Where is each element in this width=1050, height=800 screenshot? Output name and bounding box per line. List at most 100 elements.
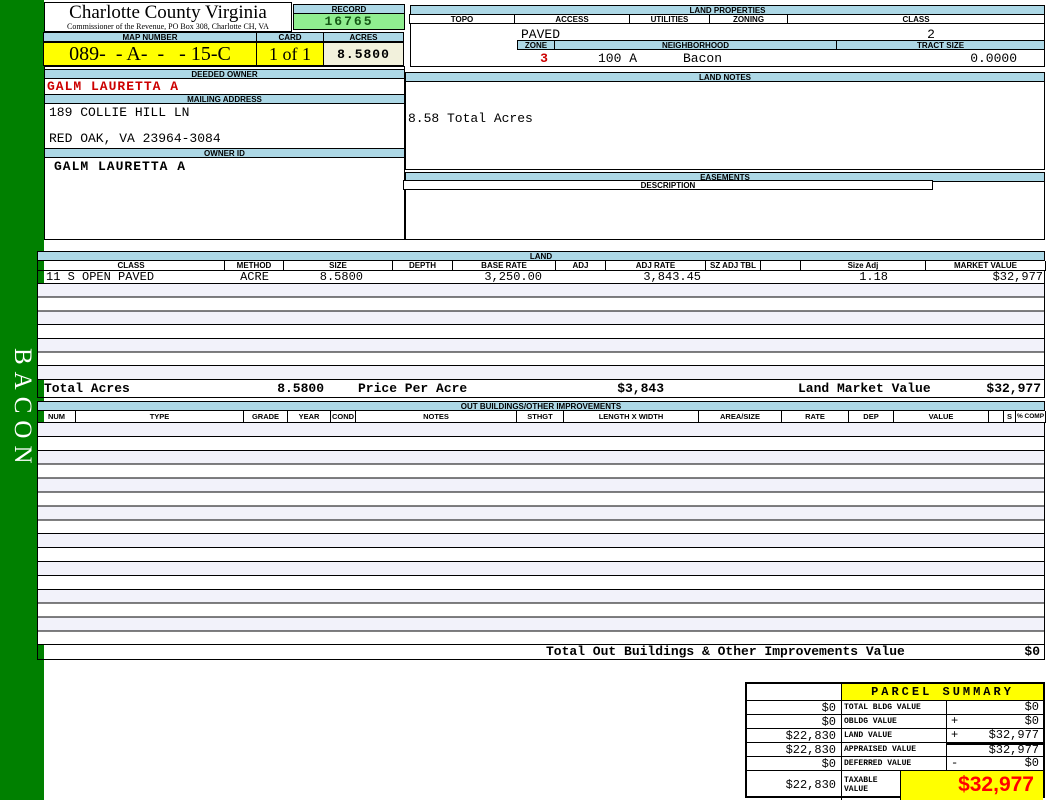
total-acres-label: Total Acres (44, 381, 130, 396)
zone-neighborhood-row: ZONE NEIGHBORHOOD TRACT SIZE (517, 40, 1045, 50)
deeded-owner-name: GALM LAURETTA A (47, 79, 180, 94)
ps-row-deferred: $0 DEFERRED VALUE - $0 (747, 757, 1043, 771)
ob-col-year: YEAR (288, 411, 331, 423)
map-number-value: 089- - A- - - 15-C (43, 42, 257, 66)
ps-label-obldg: OBLDG VALUE (841, 715, 946, 729)
ob-col-length-width: LENGTH X WIDTH (564, 411, 699, 423)
neighborhood-code: 100 A (598, 51, 638, 66)
land-section-title: LAND (37, 251, 1045, 261)
deeded-owner-label: DEEDED OWNER (44, 69, 405, 79)
ps-prior-taxable: $22,830 (785, 778, 836, 792)
ps-row-total-bldg: $0 TOTAL BLDG VALUE $0 (747, 701, 1043, 715)
ps-label-land: LAND VALUE (841, 729, 946, 743)
ps-prior-total-bldg: $0 (747, 701, 841, 715)
ps-value-deferred: - $0 (946, 757, 1043, 771)
record-value: 16765 (293, 14, 405, 30)
ps-prior-appraised: $22,830 (747, 743, 841, 757)
land-market-value: $32,977 (992, 271, 1043, 283)
map-number-label: MAP NUMBER (43, 32, 257, 42)
land-col-method: METHOD (225, 261, 284, 271)
land-blank-value (761, 271, 801, 283)
land-empty-rows (37, 284, 1045, 380)
access-value: PAVED (521, 27, 561, 42)
land-notes-title: LAND NOTES (405, 72, 1045, 82)
ob-col-type: TYPE (76, 411, 244, 423)
ob-col-rate: RATE (782, 411, 849, 423)
land-method-value: ACRE (240, 271, 269, 283)
ps-value-land: + $32,977 (946, 729, 1043, 743)
ps-amount-appraised: $32,977 (988, 743, 1039, 757)
land-col-sz-adj-tbl: SZ ADJ TBL (706, 261, 761, 271)
parcel-summary-header: PARCEL SUMMARY (747, 684, 1043, 701)
parcel-summary: PARCEL SUMMARY $0 TOTAL BLDG VALUE $0 $0… (745, 682, 1045, 800)
ps-value-obldg: + $0 (946, 715, 1043, 729)
land-note: 8.58 Total Acres (408, 111, 533, 126)
parcel-summary-title: PARCEL SUMMARY (841, 684, 1043, 701)
neighborhood-sidebar: BACON (0, 0, 44, 800)
ps-amount-land: $32,977 (988, 728, 1039, 742)
neighborhood-label: NEIGHBORHOOD (554, 40, 837, 50)
land-adj-rate-value: 3,843.45 (643, 271, 701, 283)
address-line1: 189 COLLIE HILL LN (49, 105, 190, 120)
commissioner-line: Commissioner of the Revenue, PO Box 308,… (67, 22, 269, 31)
ps-row-land: $22,830 LAND VALUE + $32,977 (747, 729, 1043, 743)
address-line2: RED OAK, VA 23964-3084 (49, 131, 221, 146)
ob-col-sthgt: STHGT (517, 411, 564, 423)
acres-value: 8.5800 (323, 42, 404, 66)
map-value-row: 089- - A- - - 15-C 1 of 1 8.5800 (43, 42, 405, 66)
land-base-rate-value: 3,250.00 (484, 271, 542, 283)
tract-size-label: TRACT SIZE (836, 40, 1045, 50)
ob-col-cond: COND (331, 411, 356, 423)
card-label: CARD (256, 32, 324, 42)
ob-col-notes: NOTES (356, 411, 517, 423)
land-col-size: SIZE (284, 261, 393, 271)
ob-col-value: VALUE (894, 411, 989, 423)
land-adj-value (556, 271, 606, 283)
ob-col-blank (989, 411, 1004, 423)
ps-row-taxable: $22,830 TAXABLE VALUE $32,977 (747, 771, 1043, 800)
ps-prior-deferred: $0 (747, 757, 841, 771)
owner-id-label: OWNER ID (44, 148, 405, 158)
sidebar-vertical-label: BACON (9, 348, 36, 471)
land-properties-columns: TOPO ACCESS UTILITIES ZONING CLASS (409, 14, 1045, 24)
land-col-market-value: MARKET VALUE (926, 261, 1046, 271)
land-col-base-rate: BASE RATE (453, 261, 556, 271)
easement-description-label: DESCRIPTION (403, 180, 933, 190)
out-buildings-total-value: $0 (1024, 644, 1040, 659)
ob-col-num: NUM (38, 411, 76, 423)
ps-op-deferred: - (951, 756, 959, 770)
land-totals-row: Total Acres 8.5800 Price Per Acre $3,843… (37, 380, 1045, 398)
mailing-address-label: MAILING ADDRESS (44, 94, 405, 104)
price-per-acre-value: $3,843 (617, 381, 664, 396)
out-buildings-total-label: Total Out Buildings & Other Improvements… (546, 644, 905, 659)
zoning-column-label: ZONING (709, 14, 788, 24)
zone-value: 3 (540, 51, 548, 66)
ob-col-pct-comp: % COMP (1016, 411, 1046, 423)
land-col-depth: DEPTH (393, 261, 453, 271)
ps-amount-taxable: $32,977 (900, 771, 1043, 800)
neighborhood-name: Bacon (683, 51, 723, 66)
ps-amount-obldg: $0 (1024, 714, 1039, 728)
class-column-label: CLASS (787, 14, 1045, 24)
ob-col-s: S (1004, 411, 1016, 423)
ps-value-total-bldg: $0 (946, 701, 1043, 715)
land-col-class: CLASS (38, 261, 225, 271)
land-sz-adj-tbl-value (706, 271, 761, 283)
ps-op-obldg: + (951, 714, 959, 728)
card-value: 1 of 1 (256, 42, 324, 66)
out-buildings-column-headers: NUM TYPE GRADE YEAR COND NOTES STHGT LEN… (37, 411, 1046, 423)
owner-panel: DEEDED OWNER GALM LAURETTA A MAILING ADD… (44, 66, 405, 240)
record-label: RECORD (293, 4, 405, 14)
ps-prior-land: $22,830 (747, 729, 841, 743)
out-buildings-table: OUT BUILDINGS/OTHER IMPROVEMENTS NUM TYP… (37, 401, 1046, 660)
out-buildings-total-row: Total Out Buildings & Other Improvements… (37, 645, 1045, 660)
ps-label-deferred: DEFERRED VALUE (841, 757, 946, 771)
land-properties-panel: LAND PROPERTIES TOPO ACCESS UTILITIES ZO… (409, 5, 1045, 67)
price-per-acre-label: Price Per Acre (358, 381, 468, 396)
ps-prior-obldg: $0 (747, 715, 841, 729)
access-column-label: ACCESS (514, 14, 630, 24)
land-col-blank (761, 261, 801, 271)
ob-col-dep: DEP (849, 411, 894, 423)
land-table: LAND CLASS METHOD SIZE DEPTH BASE RATE A… (37, 251, 1046, 398)
